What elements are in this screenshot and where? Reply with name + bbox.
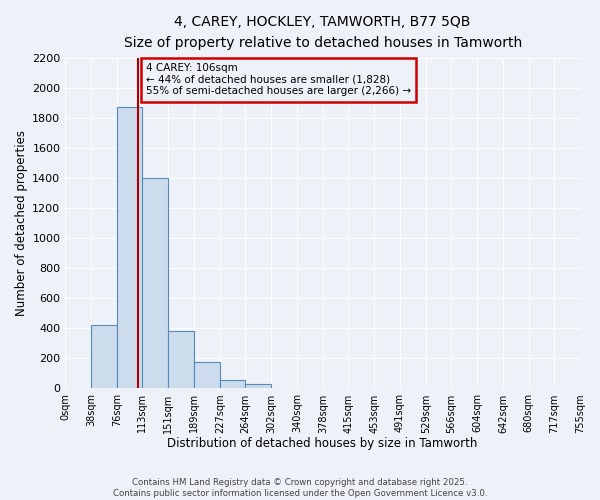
Bar <box>142 178 168 388</box>
Bar <box>194 362 220 388</box>
Bar <box>220 380 245 388</box>
Y-axis label: Number of detached properties: Number of detached properties <box>15 130 28 316</box>
Bar <box>91 326 117 388</box>
Bar <box>245 384 271 388</box>
Bar <box>168 332 194 388</box>
X-axis label: Distribution of detached houses by size in Tamworth: Distribution of detached houses by size … <box>167 437 478 450</box>
Text: 4 CAREY: 106sqm
← 44% of detached houses are smaller (1,828)
55% of semi-detache: 4 CAREY: 106sqm ← 44% of detached houses… <box>146 64 411 96</box>
Bar <box>117 108 142 388</box>
Text: Contains HM Land Registry data © Crown copyright and database right 2025.
Contai: Contains HM Land Registry data © Crown c… <box>113 478 487 498</box>
Title: 4, CAREY, HOCKLEY, TAMWORTH, B77 5QB
Size of property relative to detached house: 4, CAREY, HOCKLEY, TAMWORTH, B77 5QB Siz… <box>124 15 522 50</box>
